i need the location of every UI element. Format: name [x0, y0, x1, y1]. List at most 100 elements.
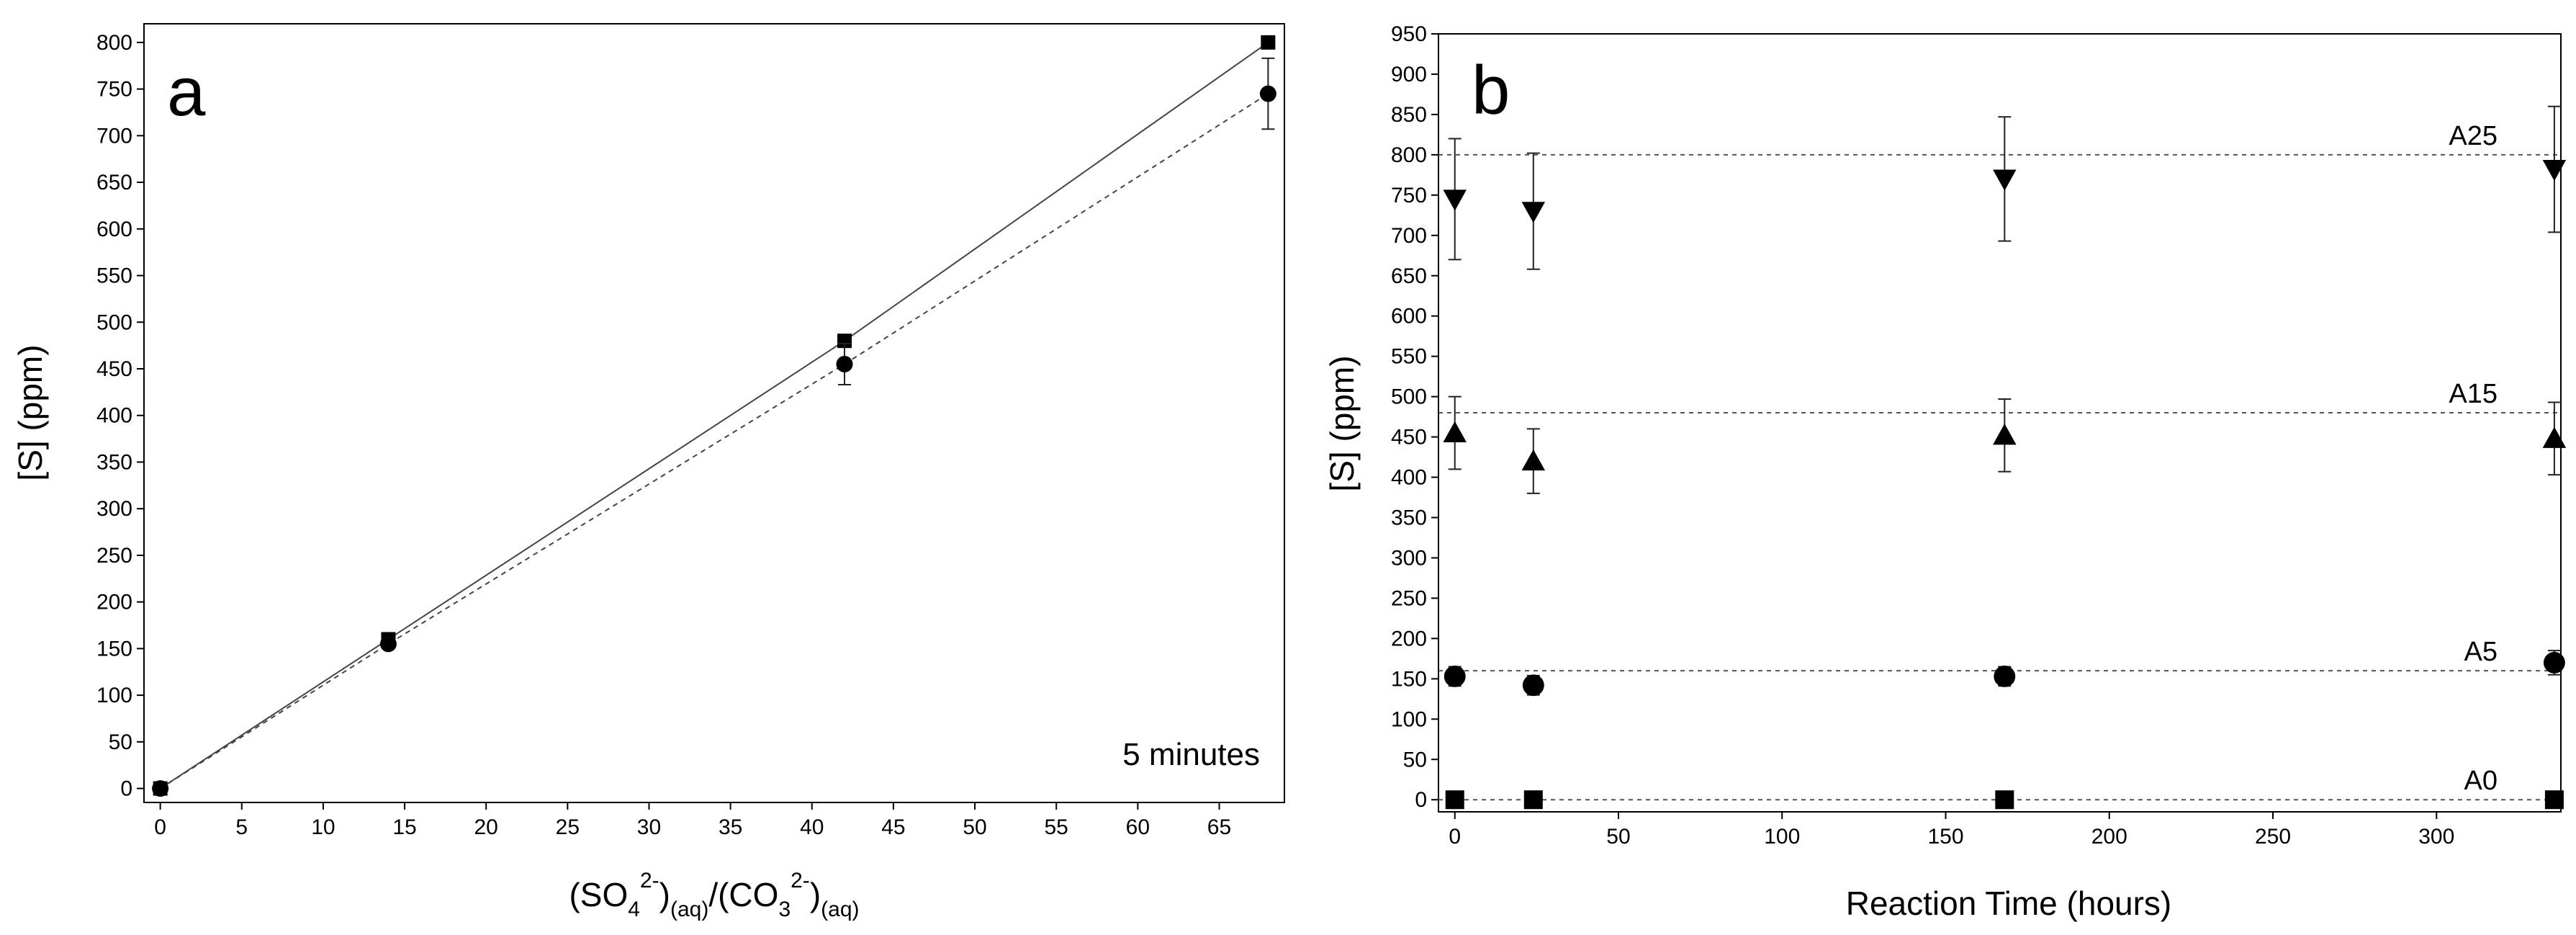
panel-b-x-tick-label-5: 250	[2255, 825, 2291, 849]
panel-b-A0-point-2	[1995, 790, 2014, 810]
panel-a-series-1-point-2	[836, 356, 853, 373]
panel-a-series-0-line	[160, 42, 1269, 789]
panel-b-A15-point-0	[1443, 421, 1467, 442]
panel-a-y-tick-label-9: 450	[96, 357, 132, 381]
panel-b: 0 50 100 150 200 250 300 0 50 100 150 200 250 300 350 4…	[1323, 22, 2567, 922]
panel-a-y-tick-label-11: 550	[96, 264, 132, 288]
panel-b-A25-point-0	[1443, 189, 1467, 211]
panel-b-refline-label-A15: A15	[2449, 379, 2498, 409]
panel-a-y-tick-label-5: 250	[96, 544, 132, 568]
panel-b-A5-point-1	[1522, 674, 1544, 697]
panel-b-letter: b	[1472, 52, 1510, 129]
panel-a: 0 5 10 15 20 25 30 35 40 45 50 55 60 6505010015020025…	[12, 23, 1285, 921]
panel-b-y-tick-label-6: 300	[1391, 546, 1427, 570]
panel-a-y-tick-label-12: 600	[96, 218, 132, 241]
panel-a-x-tick-label-4: 20	[474, 815, 498, 839]
panel-b-y-tick-label-7: 350	[1391, 506, 1427, 530]
panel-a-series-0-point-2	[837, 334, 852, 349]
panel-b-y-tick-label-8: 400	[1391, 466, 1427, 490]
panel-b-y-tick-label-4: 200	[1391, 627, 1427, 650]
panel-b-y-tick-label-5: 250	[1391, 586, 1427, 610]
panel-b-y-axis-title: [S] (ppm)	[1323, 355, 1361, 491]
panel-a-plot-frame	[143, 23, 1285, 803]
panel-b-y-tick-label-3: 150	[1391, 667, 1427, 691]
panel-b-y-tick-label-2: 100	[1391, 707, 1427, 731]
panel-a-series-1-point-0	[152, 780, 169, 797]
panel-b-A5-point-3	[2543, 652, 2565, 674]
panel-a-series-0-point-3	[1261, 35, 1276, 50]
panel-a-y-tick-label-13: 650	[96, 171, 132, 194]
panel-b-A15-point-1	[1521, 449, 1546, 471]
panel-b-x-tick-label-3: 150	[1927, 825, 1963, 849]
panel-b-y-tick-label-18: 900	[1391, 63, 1427, 86]
panel-a-letter: a	[167, 53, 206, 130]
panel-a-series-1-point-1	[379, 635, 397, 653]
panel-b-A0-point-3	[2544, 790, 2564, 810]
panel-b-A15-point-3	[2542, 426, 2567, 448]
panel-a-y-tick-label-3: 150	[96, 637, 132, 661]
panel-b-y-tick-label-17: 850	[1391, 103, 1427, 127]
panel-a-annotation: 5 minutes	[1122, 737, 1260, 772]
panel-b-x-tick-label-2: 100	[1764, 825, 1800, 849]
panel-b-x-tick-label-1: 50	[1606, 825, 1630, 849]
panel-a-y-axis-title: [S] (ppm)	[12, 344, 49, 480]
panel-b-A25-point-1	[1521, 202, 1546, 223]
panel-a-series-1-line	[160, 93, 1269, 789]
panel-b-y-tick-label-1: 50	[1403, 748, 1427, 771]
panel-b-y-tick-label-11: 550	[1391, 345, 1427, 369]
panel-a-x-tick-label-13: 65	[1207, 815, 1231, 839]
panel-b-x-tick-label-0: 0	[1449, 825, 1461, 849]
panel-a-x-tick-label-8: 40	[800, 815, 824, 839]
panel-a-x-tick-label-5: 25	[556, 815, 580, 839]
panel-b-y-tick-label-10: 500	[1391, 385, 1427, 409]
panel-b-x-tick-label-6: 300	[2418, 825, 2454, 849]
panel-b-y-tick-label-14: 700	[1391, 224, 1427, 248]
panel-a-y-tick-label-4: 200	[96, 591, 132, 614]
panel-b-A25-point-3	[2542, 160, 2567, 182]
panel-b-y-tick-label-16: 800	[1391, 143, 1427, 167]
panel-a-x-axis-title: (SO42-)(aq)/(CO32-)(aq)	[569, 869, 859, 921]
panel-b-x-tick-label-4: 200	[2091, 825, 2127, 849]
panel-b-refline-label-A5: A5	[2464, 637, 2498, 667]
panel-b-A25-point-2	[1993, 169, 2017, 191]
panel-a-x-tick-label-6: 30	[637, 815, 661, 839]
panel-a-y-tick-label-14: 700	[96, 124, 132, 148]
panel-b-A5-point-2	[1994, 666, 2016, 687]
panel-b-A5-point-0	[1444, 666, 1466, 687]
panel-a-x-tick-label-2: 10	[311, 815, 335, 839]
panel-a-y-tick-label-8: 400	[96, 404, 132, 428]
panel-a-x-tick-label-12: 60	[1126, 815, 1150, 839]
panel-a-x-tick-label-7: 35	[719, 815, 742, 839]
panel-a-series-lines	[160, 42, 1269, 789]
panel-a-x-tick-label-3: 15	[392, 815, 416, 839]
panel-a-x-tick-label-10: 50	[963, 815, 986, 839]
panel-a-x-tick-label-9: 45	[881, 815, 905, 839]
panel-b-A15-point-2	[1993, 424, 2017, 445]
panel-a-x-tick-label-11: 55	[1045, 815, 1068, 839]
panel-b-refline-label-A0: A0	[2464, 766, 2498, 796]
panel-b-reference-lines: A25 A15 A5 A0	[1438, 121, 2561, 801]
panel-a-y-tick-label-15: 750	[96, 78, 132, 102]
panel-a-x-tick-label-0: 0	[154, 815, 166, 839]
panel-b-markers	[1443, 105, 2567, 810]
panel-b-A0-point-0	[1445, 790, 1464, 810]
panel-b-y-tick-label-19: 950	[1391, 22, 1427, 46]
panel-a-y-tick-label-10: 500	[96, 310, 132, 334]
panel-a-y-tick-label-1: 50	[109, 730, 132, 754]
panel-b-y-tick-label-15: 750	[1391, 184, 1427, 207]
panel-a-y-tick-label-2: 100	[96, 684, 132, 707]
panel-a-markers	[152, 35, 1276, 797]
panel-b-ticks: 0 50 100 150 200 250 300 0 50 100 150 200 250 300 350 4…	[1391, 22, 2454, 849]
panel-b-y-tick-label-0: 0	[1415, 788, 1427, 812]
panel-a-ticks: 0 5 10 15 20 25 30 35 40 45 50 55 60 6505010015020025…	[96, 31, 1231, 839]
panel-b-A0-point-1	[1523, 790, 1543, 810]
panel-a-x-tick-label-1: 5	[235, 815, 248, 839]
panel-a-y-tick-label-0: 0	[120, 777, 132, 801]
panel-a-y-tick-label-7: 350	[96, 450, 132, 474]
panel-b-y-tick-label-13: 650	[1391, 264, 1427, 288]
panel-b-plot-frame	[1438, 33, 2562, 813]
panel-a-y-tick-label-6: 300	[96, 497, 132, 521]
panel-b-y-tick-label-12: 600	[1391, 305, 1427, 328]
panel-b-y-tick-label-9: 450	[1391, 426, 1427, 449]
